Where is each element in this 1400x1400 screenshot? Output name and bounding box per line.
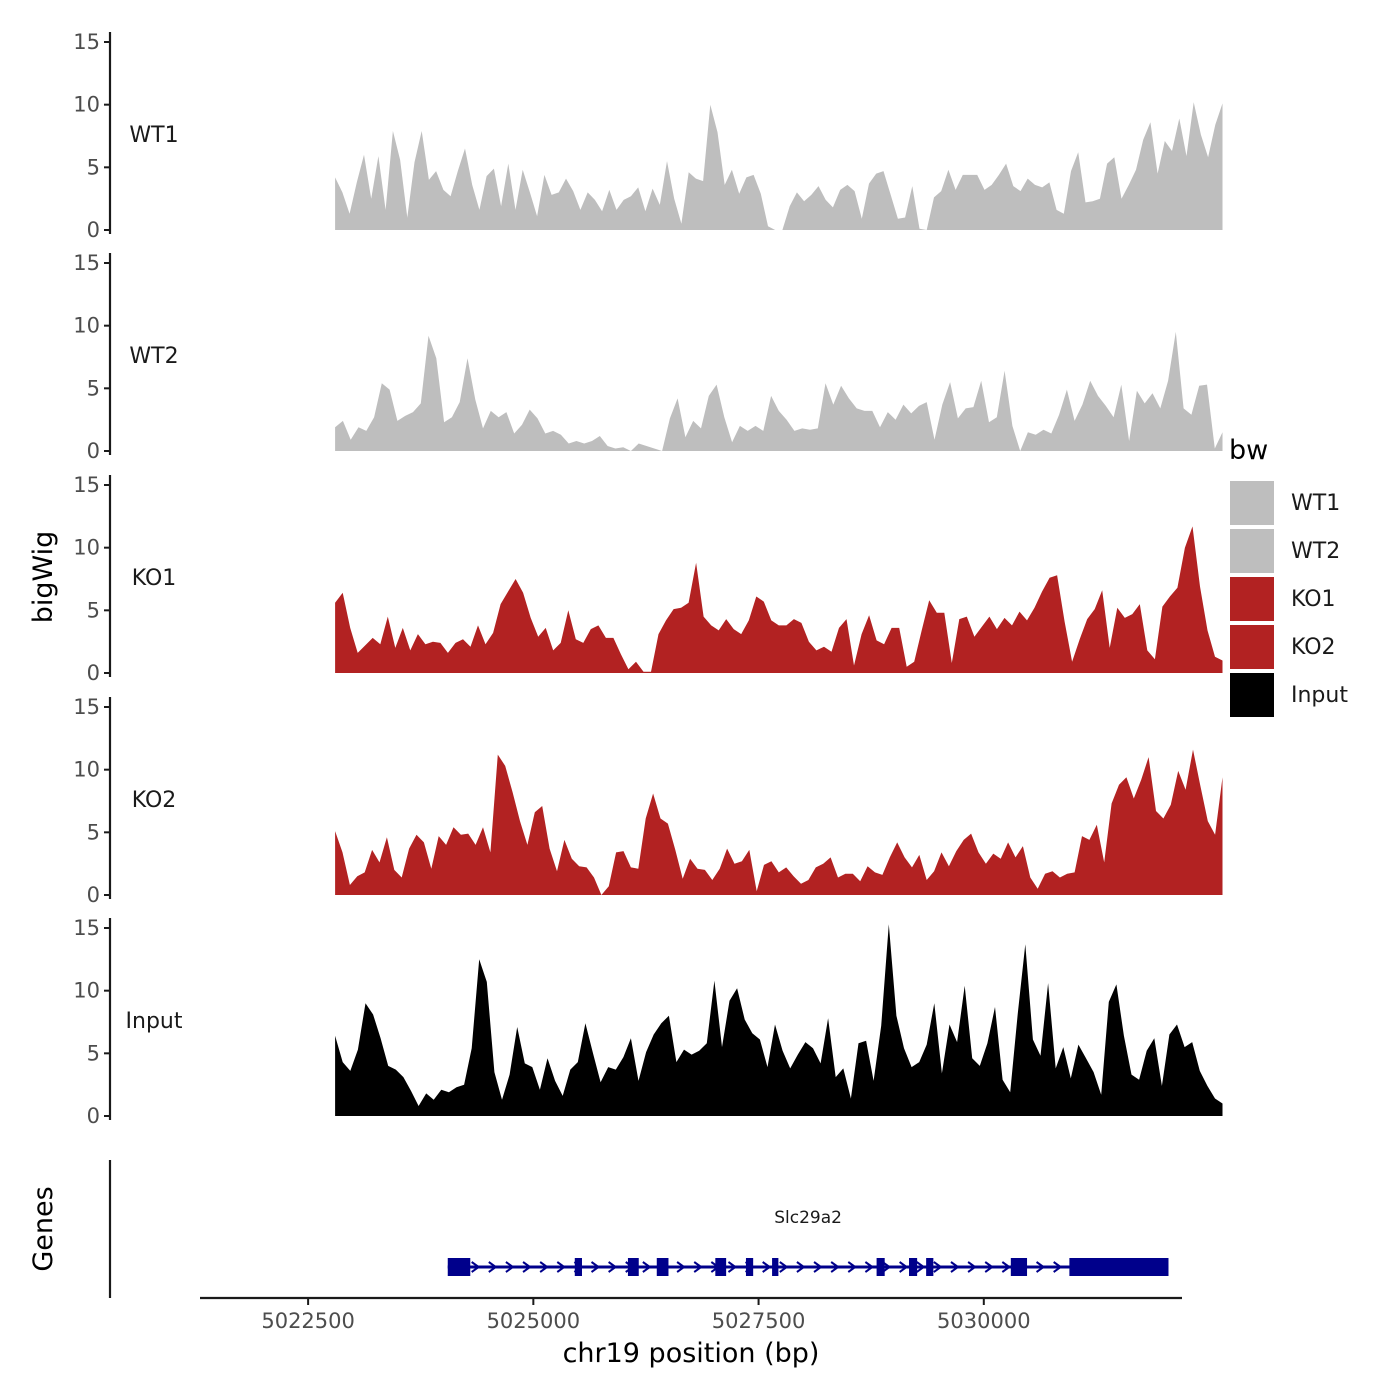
gene-strand-arrow: [608, 1261, 618, 1273]
y-tick-label: 15: [73, 916, 100, 940]
y-tick-label: 10: [73, 93, 100, 117]
gene-strand-arrow: [1053, 1261, 1063, 1273]
x-tick-label: 5030000: [937, 1309, 1031, 1333]
gene-exon: [909, 1258, 918, 1276]
track-label-ko2: KO2: [132, 788, 177, 813]
gene-strand-arrow: [864, 1261, 875, 1273]
gene-exon: [745, 1258, 754, 1276]
y-tick-label: 15: [73, 473, 100, 497]
gene-strand-arrow: [522, 1261, 532, 1273]
track-label-wt2: WT2: [129, 344, 178, 369]
y-tick-label: 5: [87, 820, 100, 844]
y-tick-label: 15: [73, 30, 100, 54]
track-label-ko1: KO1: [132, 566, 177, 591]
gene-exon: [1010, 1258, 1028, 1276]
gene-strand-arrow: [916, 1261, 926, 1273]
gene-strand-arrow: [881, 1261, 892, 1273]
gene-strand-arrow: [727, 1261, 738, 1273]
legend-swatch-ko2: [1230, 625, 1274, 669]
legend-swatch-ko1: [1230, 577, 1274, 621]
gene-strand-arrow: [984, 1261, 994, 1273]
legend-label-wt2: WT2: [1291, 539, 1340, 564]
gene-strand-arrow: [693, 1261, 703, 1273]
track-input-area: [335, 924, 1223, 1116]
track-ko1-area: [335, 526, 1223, 673]
gene-strand-arrow: [830, 1261, 840, 1273]
y-tick-label: 10: [73, 979, 100, 1003]
gene-strand-arrow: [590, 1261, 601, 1273]
y-tick-label: 0: [87, 1104, 100, 1128]
gene-exon: [447, 1258, 471, 1276]
gene-exon: [656, 1258, 669, 1276]
y-axis-title: bigWig: [28, 531, 59, 624]
gene-exon: [627, 1258, 639, 1276]
y-tick-label: 15: [73, 695, 100, 719]
gene-exon: [1069, 1258, 1169, 1276]
gene-exon: [574, 1258, 582, 1276]
gene-strand-arrow: [796, 1261, 806, 1273]
gene-strand-arrow: [539, 1261, 549, 1273]
legend-swatch-input: [1230, 673, 1274, 717]
track-label-input: Input: [126, 1009, 183, 1034]
gene-exon: [926, 1258, 934, 1276]
track-wt2-area: [335, 331, 1223, 451]
y-tick-label: 0: [87, 439, 100, 463]
y-tick-label: 10: [73, 758, 100, 782]
y-tick-label: 15: [73, 251, 100, 275]
x-tick-label: 5022500: [261, 1309, 355, 1333]
gene-strand-arrow: [642, 1261, 652, 1273]
gene-strand-arrow: [967, 1261, 977, 1273]
legend-label-ko2: KO2: [1291, 635, 1336, 660]
gene-exon: [876, 1258, 885, 1276]
track-ko2-area: [335, 749, 1223, 895]
legend-label-ko1: KO1: [1291, 587, 1336, 612]
gene-strand-arrow: [813, 1261, 823, 1273]
legend-swatch-wt2: [1230, 529, 1274, 573]
legend-label-wt1: WT1: [1291, 491, 1340, 516]
x-axis-title: chr19 position (bp): [563, 1338, 820, 1369]
gene-exon: [715, 1258, 727, 1276]
y-tick-label: 5: [87, 1041, 100, 1065]
gene-strand-arrow: [1001, 1261, 1012, 1273]
track-label-wt1: WT1: [129, 123, 178, 148]
gene-strand-arrow: [471, 1261, 481, 1273]
y-tick-label: 0: [87, 883, 100, 907]
y-tick-label: 0: [87, 218, 100, 242]
y-tick-label: 10: [73, 314, 100, 338]
gene-strand-arrow: [933, 1261, 943, 1273]
gene-strand-arrow: [950, 1261, 960, 1273]
x-tick-label: 5027500: [712, 1309, 806, 1333]
gene-strand-arrow: [899, 1261, 909, 1273]
legend-swatch-wt1: [1230, 481, 1274, 525]
gene-strand-arrow: [505, 1261, 515, 1273]
y-tick-label: 10: [73, 536, 100, 560]
legend-label-input: Input: [1291, 683, 1348, 708]
gene-strand-arrow: [676, 1261, 686, 1273]
gene-strand-arrow: [556, 1261, 566, 1273]
track-wt1-area: [335, 102, 1223, 230]
x-tick-label: 5025000: [487, 1309, 581, 1333]
y-tick-label: 5: [87, 376, 100, 400]
legend-title: bw: [1229, 435, 1268, 466]
gene-strand-arrow: [1035, 1261, 1046, 1273]
gene-exon: [772, 1258, 779, 1276]
genes-axis-title: Genes: [28, 1186, 59, 1271]
gene-name-label: Slc29a2: [774, 1208, 842, 1228]
y-tick-label: 5: [87, 155, 100, 179]
gene-strand-arrow: [488, 1261, 498, 1273]
y-tick-label: 0: [87, 661, 100, 685]
gene-strand-arrow: [762, 1261, 772, 1273]
gene-strand-arrow: [779, 1261, 789, 1273]
y-tick-label: 5: [87, 598, 100, 622]
gene-strand-arrow: [847, 1261, 857, 1273]
